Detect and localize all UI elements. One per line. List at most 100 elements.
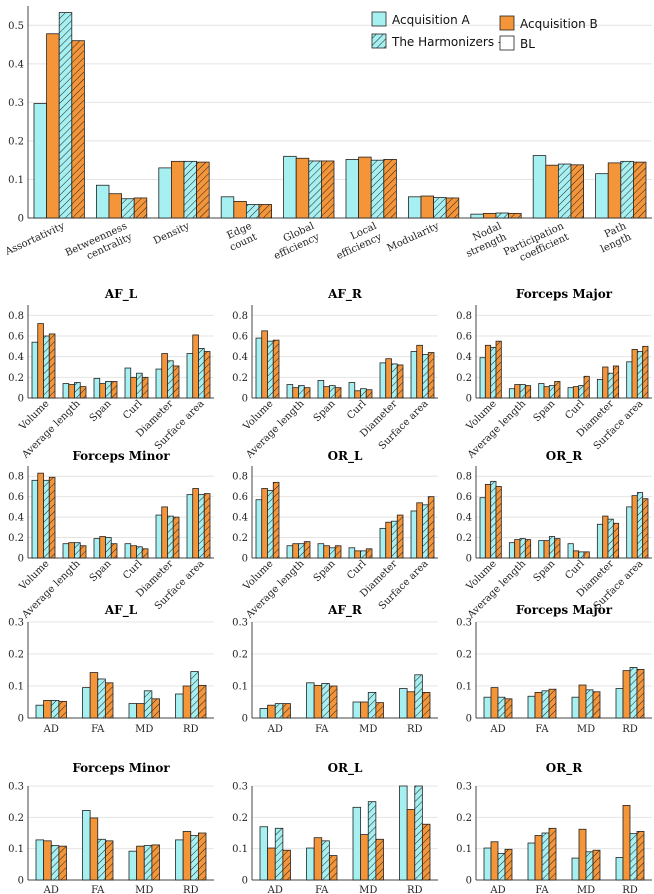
bar-bl-fa-hatch	[549, 689, 556, 718]
bar-the-harmonizers-1-ad-hatch	[498, 697, 505, 718]
x-tick-label: Curl	[121, 558, 144, 581]
bar-acquisition-a-span	[317, 380, 325, 399]
bar-acquisition-b-volume	[484, 344, 492, 399]
bar-acquisition-a-average-length	[508, 388, 516, 399]
bar-the-harmonizers-1-curl-hatch	[578, 385, 584, 398]
bar-bl-rd-hatch	[637, 669, 644, 718]
bar-bl-volume-hatch	[496, 486, 502, 558]
bar-acquisition-a-diameter	[155, 368, 163, 399]
bar-acquisition-b-ad	[490, 841, 499, 881]
y-tick-label: 0	[18, 554, 24, 565]
bar-the-harmonizers-1-nodal-strength-hatch	[496, 212, 509, 218]
bar-acquisition-b-average-length	[292, 543, 299, 559]
bar-the-harmonizers-1-curl-hatch	[136, 373, 143, 398]
bar-acquisition-b-volume	[37, 472, 44, 559]
bar-the-harmonizers-1-volume-hatch	[267, 341, 274, 398]
bar-bl-ad-hatch	[58, 701, 67, 718]
bar-acquisition-b-surface-area	[416, 502, 423, 559]
panel-title: Forceps Major	[516, 287, 613, 301]
bar-bl-ad-hatch	[282, 850, 291, 880]
y-tick-label: 0.2	[456, 533, 472, 544]
y-tick-label: 0.4	[456, 352, 472, 363]
panel-title: OR_R	[546, 449, 583, 464]
y-tick-label: 0	[18, 394, 24, 405]
bar-acquisition-a-average-length	[286, 384, 294, 399]
bar-acquisition-a-diameter	[379, 362, 387, 399]
bar-acquisition-a-volume	[479, 497, 486, 559]
bar-acquisition-b-local-efficiency	[358, 156, 372, 219]
bar-the-harmonizers-1-modularity-hatch	[433, 197, 447, 218]
bar-acquisition-a-ad	[483, 696, 492, 719]
y-tick-label: 0.2	[456, 373, 472, 384]
bar-bl-md-hatch	[375, 839, 384, 880]
bar-bl-diameter-hatch	[173, 365, 179, 398]
bar-the-harmonizers-1-path-length-hatch	[620, 161, 634, 218]
bar-bl-modularity-hatch	[446, 197, 459, 218]
bar-acquisition-a-average-length	[62, 383, 70, 399]
bar-bl-span-hatch	[111, 543, 117, 558]
bar-the-harmonizers-1-span-hatch	[329, 547, 336, 558]
legend-swatch-hatch-the-harmonizers-1	[372, 34, 386, 48]
x-tick-label: Span	[312, 398, 338, 424]
x-tick-label: Density	[152, 221, 192, 247]
bar-acquisition-b-rd	[622, 805, 631, 881]
bar-bl-participation-coefficient-hatch	[571, 164, 584, 218]
bar-acquisition-a-span	[538, 540, 545, 559]
y-tick-label: 0.6	[232, 332, 248, 343]
chart-panel-5: Forceps Minor00.20.40.60.8VolumeAverage …	[8, 449, 214, 621]
legend-swatch-acquisition-b	[499, 15, 515, 31]
bar-acquisition-b-betweenness-centrality	[108, 193, 123, 219]
bar-bl-md-hatch	[151, 698, 160, 718]
bar-acquisition-b-md	[578, 684, 587, 719]
panel-title: Forceps Minor	[72, 449, 170, 463]
bar-acquisition-a-volume	[479, 357, 486, 399]
bar-bl-surface-area-hatch	[428, 496, 434, 558]
bar-bl-path-length-hatch	[633, 162, 646, 218]
bar-acquisition-a-volume	[31, 341, 39, 399]
x-tick-label: Average length	[244, 398, 307, 461]
bar-the-harmonizers-1-rd-hatch	[190, 671, 199, 718]
y-tick-label: 0.3	[8, 618, 24, 629]
x-tick-label: Curl	[563, 558, 586, 581]
bar-the-harmonizers-1-span-hatch	[329, 385, 336, 398]
bar-the-harmonizers-1-average-length-hatch	[520, 384, 526, 398]
bar-acquisition-b-fa	[313, 684, 323, 719]
bar-bl-global-efficiency-hatch	[321, 160, 334, 218]
bar-bl-diameter-hatch	[613, 523, 619, 558]
bar-acquisition-a-span	[93, 538, 101, 559]
bar-acquisition-b-rd	[406, 809, 416, 881]
y-tick-label: 0.2	[8, 813, 24, 824]
x-tick-label: RD	[183, 885, 199, 894]
chart-panels: 0 0.1 0.2 0.3 0.4 0.5 AssortativityBetweenness…	[3, 6, 652, 894]
bar-bl-surface-area-hatch	[642, 498, 648, 558]
bar-the-harmonizers-1-ad-hatch	[51, 845, 59, 880]
bar-bl-curl-hatch	[584, 376, 590, 398]
y-tick-label: 0.8	[8, 472, 24, 483]
bar-the-harmonizers-1-volume-hatch	[43, 480, 50, 558]
bar-bl-surface-area-hatch	[204, 493, 210, 558]
bar-acquisition-a-ad	[483, 847, 492, 881]
bar-bl-rd-hatch	[422, 824, 430, 880]
bar-bl-fa-hatch	[105, 840, 113, 880]
chart-panel-11: Forceps Minor 0 0.1 0.2 0.3 AD FA MD RD	[8, 761, 214, 894]
bar-acquisition-b-curl	[572, 550, 580, 559]
x-tick-label: FA	[535, 724, 549, 735]
bar-acquisition-b-fa	[89, 817, 99, 881]
bar-bl-curl-hatch	[366, 389, 372, 398]
bar-acquisition-a-span	[93, 377, 101, 399]
bar-acquisition-a-fa	[306, 682, 315, 719]
x-tick-label: AD	[489, 885, 505, 894]
bar-acquisition-b-md	[360, 701, 369, 719]
x-tick-label: Curl	[345, 558, 368, 581]
y-tick-label: 0.2	[8, 136, 24, 147]
bar-acquisition-b-md	[136, 703, 145, 719]
bar-bl-ad-hatch	[58, 846, 67, 880]
bar-the-harmonizers-1-participation-coefficient-hatch	[558, 164, 571, 218]
bar-acquisition-a-surface-area	[186, 494, 194, 559]
panel-title: AF_L	[104, 603, 138, 618]
bar-the-harmonizers-1-surface-area-hatch	[422, 354, 429, 398]
x-tick-label: MD	[577, 885, 595, 894]
x-tick-label: FA	[535, 885, 549, 894]
bar-acquisition-a-fa	[306, 847, 315, 881]
